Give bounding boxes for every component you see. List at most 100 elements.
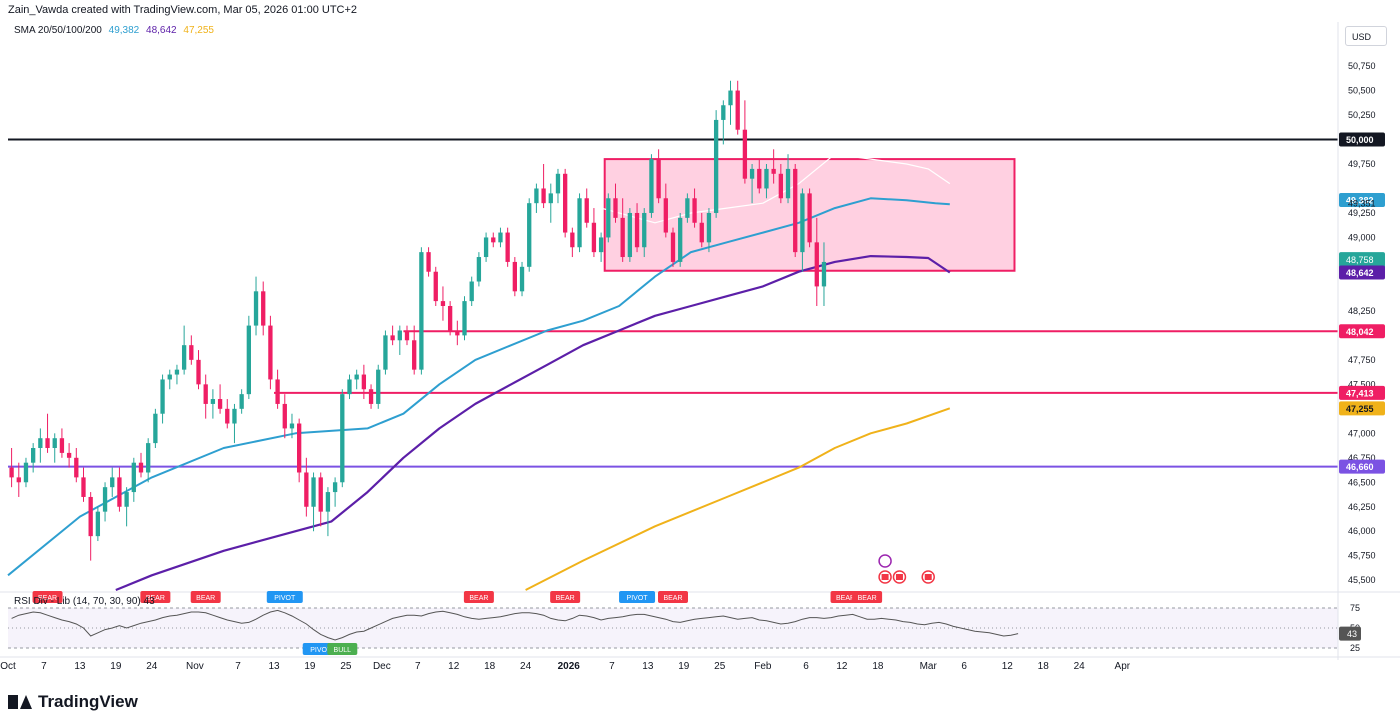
- candle-body: [627, 212, 633, 258]
- sma-legend-label: SMA 20/50/100/200: [14, 25, 102, 36]
- time-tick-label: 25: [714, 661, 726, 672]
- rsi-signal-badge[interactable]: [266, 591, 303, 603]
- level-price-tag: 48,042: [1346, 327, 1374, 337]
- level-price-tag: 47,413: [1346, 388, 1374, 398]
- rsi-signal-badge[interactable]: [190, 591, 221, 603]
- rsi-signal-badge[interactable]: [658, 591, 688, 603]
- candle-body: [419, 252, 424, 370]
- time-tick-label: 6: [803, 661, 809, 672]
- rsi-signal-badge[interactable]: [140, 591, 171, 603]
- time-axis[interactable]: Oct 7 13 19 24 Nov 7 13 19 25 Dec 7 12 18 24 2026 7 13 19 2…: [0, 656, 1400, 672]
- sma-legend[interactable]: SMA 20/50/100/200 49,382 48,642 47,255: [14, 25, 218, 36]
- candle-body: [440, 301, 446, 306]
- candle-body: [311, 477, 316, 507]
- ma-price-tag: 49,382: [1346, 196, 1374, 206]
- candle-body: [749, 168, 755, 179]
- candle-body: [282, 403, 287, 429]
- currency-selector[interactable]: USD: [1345, 26, 1387, 46]
- rsi-legend[interactable]: RSI Div - Lib (14, 70, 30, 90) 43: [14, 596, 155, 607]
- time-tick-label: 19: [678, 661, 690, 672]
- rsi-signal-label: BEAR: [146, 595, 165, 602]
- flag-stripes-icon: [895, 574, 903, 580]
- candle-body: [117, 477, 122, 507]
- rsi-signal-label: BEAR: [469, 595, 488, 602]
- price-axis[interactable]: 51,00050,75050,50050,25049,75049,25049,0…: [1337, 22, 1385, 660]
- logo-text: TradingView: [38, 692, 138, 711]
- rsi-signal-badge[interactable]: [327, 643, 358, 655]
- candle-body: [584, 198, 589, 223]
- candle-body: [232, 408, 237, 424]
- candle-body: [383, 335, 388, 370]
- candle-body: [656, 159, 661, 199]
- level-price-tag: 46,660: [1346, 462, 1374, 472]
- candle-body: [483, 237, 489, 258]
- rsi-signal-badge[interactable]: [32, 591, 63, 603]
- candle-body: [512, 261, 517, 292]
- candle-body: [31, 448, 36, 463]
- time-tick-label: 7: [41, 661, 47, 672]
- price-tick-label: 46,750: [1348, 453, 1376, 463]
- candle-body: [426, 252, 431, 272]
- event-icons[interactable]: [878, 554, 935, 584]
- candle-body: [196, 359, 201, 385]
- rsi-signal-badge[interactable]: [619, 591, 656, 603]
- candle-body: [297, 423, 302, 473]
- candle-body: [368, 389, 374, 404]
- candle-body: [757, 168, 762, 189]
- ma-price-tag: 47,255: [1346, 404, 1374, 414]
- candle-body: [210, 399, 216, 404]
- time-tick-label: 18: [872, 661, 884, 672]
- rsi-signal-label: BEAR: [38, 595, 57, 602]
- sma200-line: [525, 407, 951, 591]
- candle-body: [541, 188, 546, 204]
- time-tick-label: 13: [642, 661, 654, 672]
- rsi-signal-label: PIVOT: [310, 647, 332, 654]
- time-tick-label: 19: [110, 661, 122, 672]
- candle-body: [38, 438, 43, 448]
- candle-body: [59, 438, 65, 453]
- candle-body: [728, 90, 733, 106]
- lightning-event-icon[interactable]: [878, 554, 892, 568]
- candle-body: [160, 379, 165, 414]
- candle-body: [52, 438, 57, 448]
- time-tick-label: 19: [304, 661, 316, 672]
- time-tick-label: 7: [609, 661, 615, 672]
- candle-body: [246, 325, 251, 395]
- tradingview-logo[interactable]: TradingView: [8, 692, 138, 712]
- price-tick-label: 46,500: [1348, 477, 1376, 487]
- candle-body: [505, 232, 510, 262]
- candle-body: [620, 217, 625, 258]
- candle-body: [167, 374, 172, 380]
- candle-body: [153, 413, 158, 444]
- candle-body: [800, 193, 805, 253]
- price-tick-label: 45,500: [1348, 575, 1376, 585]
- level-price-tag-bg: [1339, 385, 1385, 400]
- candle-body: [361, 374, 367, 390]
- candle-body: [146, 443, 151, 473]
- rsi-level-label: 25: [1350, 643, 1360, 653]
- time-tick-label: 13: [74, 661, 86, 672]
- rsi-signal-badge[interactable]: [852, 591, 883, 603]
- rsi-signal-badge[interactable]: [550, 591, 581, 603]
- sma100-line: [115, 255, 951, 592]
- flag-stripes-icon: [881, 574, 889, 580]
- rsi-signal-label: BEAR: [196, 595, 215, 602]
- price-tick-label: 47,750: [1348, 355, 1376, 365]
- candle-body: [685, 198, 690, 218]
- candle-body: [678, 217, 683, 262]
- level-price-tag-bg: [1339, 459, 1385, 474]
- rsi-signal-badge[interactable]: [463, 591, 494, 603]
- candle-body: [217, 399, 223, 409]
- candle-body: [433, 271, 438, 302]
- ma-price-label: 49,351: [1348, 199, 1376, 209]
- time-tick-label: 24: [146, 661, 158, 672]
- candle-body: [577, 198, 582, 248]
- candle-body: [699, 222, 704, 243]
- time-tick-label: 18: [484, 661, 496, 672]
- candle-body: [814, 242, 819, 287]
- price-tick-label: 50,750: [1348, 61, 1376, 71]
- candle-body: [203, 384, 208, 404]
- candle-body: [793, 168, 798, 253]
- rsi-signal-label: BEAR: [556, 595, 575, 602]
